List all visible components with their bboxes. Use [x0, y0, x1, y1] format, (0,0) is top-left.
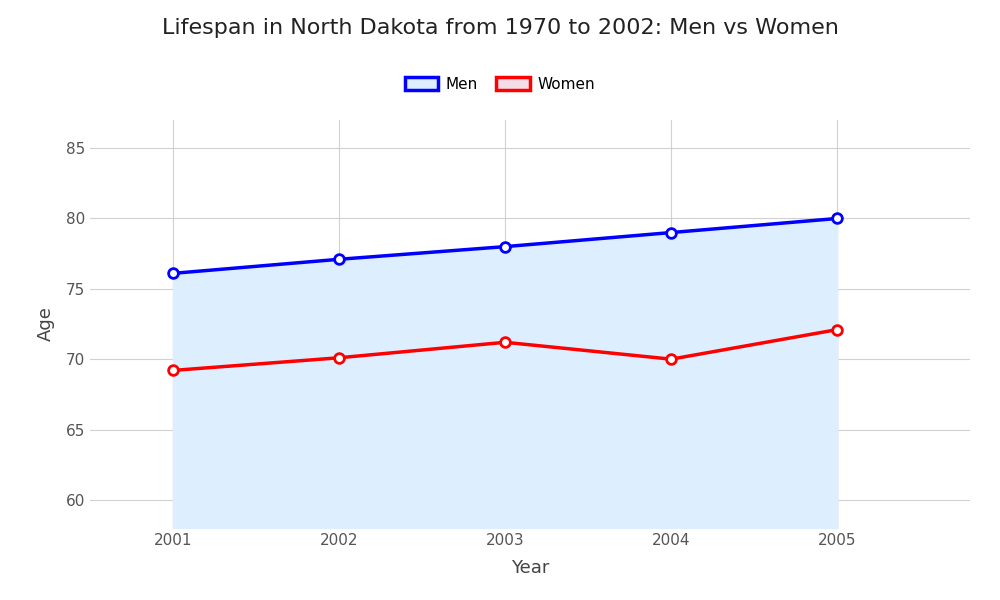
Y-axis label: Age: Age	[37, 307, 55, 341]
Legend: Men, Women: Men, Women	[399, 71, 601, 98]
Text: Lifespan in North Dakota from 1970 to 2002: Men vs Women: Lifespan in North Dakota from 1970 to 20…	[162, 18, 838, 38]
X-axis label: Year: Year	[511, 559, 549, 577]
